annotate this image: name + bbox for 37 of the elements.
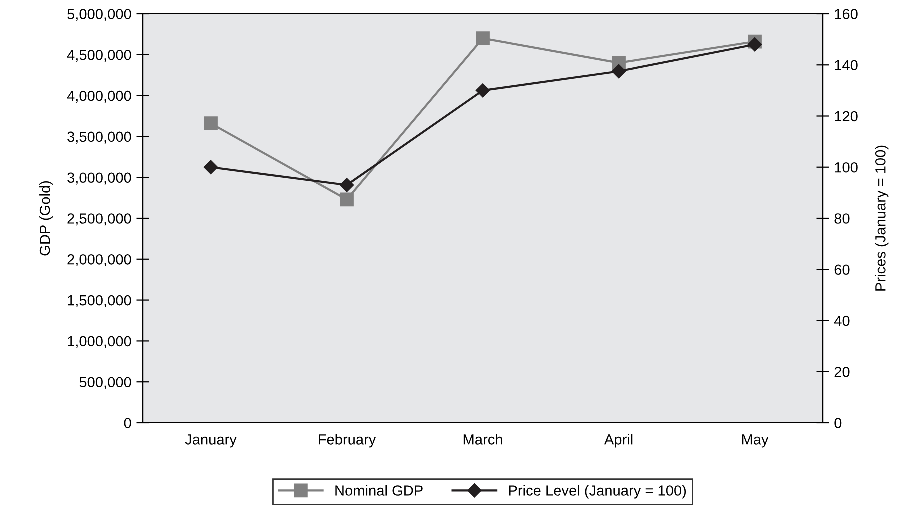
y2-axis-title: Prices (January = 100) — [875, 146, 889, 291]
x-tick-label: April — [604, 434, 633, 448]
y-axis-title: GDP (Gold) — [40, 181, 54, 256]
point — [204, 160, 218, 174]
y-tick-label: 500,000 — [80, 377, 132, 390]
y-tick-label: 3,500,000 — [68, 132, 132, 144]
y2-tick-label: 60 — [834, 264, 850, 276]
y-tick-label: 0 — [124, 418, 132, 428]
x-tick-label: February — [319, 434, 376, 448]
point — [748, 38, 762, 52]
y2-tick-label: 40 — [834, 316, 850, 326]
y-tick-label: 2,000,000 — [68, 254, 132, 267]
legend-label: Price Level (January = 100) — [509, 485, 686, 499]
x-tick-label: March — [464, 434, 502, 445]
point — [204, 116, 218, 131]
y2-tick-label: 20 — [834, 366, 850, 378]
point — [340, 178, 354, 192]
y-tick-label: 5,000,000 — [68, 9, 132, 22]
y2-tick-label: 140 — [835, 60, 858, 71]
y-tick-label: 3,000,000 — [68, 172, 132, 185]
y2-tick-label: 0 — [834, 418, 842, 428]
point — [476, 84, 490, 98]
point — [340, 192, 354, 207]
y-tick-label: 1,000,000 — [68, 336, 132, 348]
y-tick-label: 2,500,000 — [68, 214, 132, 226]
y-tick-label: 4,000,000 — [67, 90, 132, 103]
x-tick-label: May — [742, 434, 769, 448]
y2-tick-label: 160 — [835, 9, 858, 20]
legend-label: Nominal GDP — [336, 485, 423, 496]
point — [612, 64, 626, 79]
y2-tick-label: 80 — [834, 214, 850, 224]
y2-tick-label: 120 — [835, 111, 858, 122]
point — [476, 32, 490, 46]
y2-tick-label: 100 — [835, 162, 858, 173]
y-tick-label: 4,500,000 — [67, 50, 132, 62]
x-tick-label: January — [185, 434, 237, 448]
y-tick-label: 1,500,000 — [68, 295, 132, 308]
